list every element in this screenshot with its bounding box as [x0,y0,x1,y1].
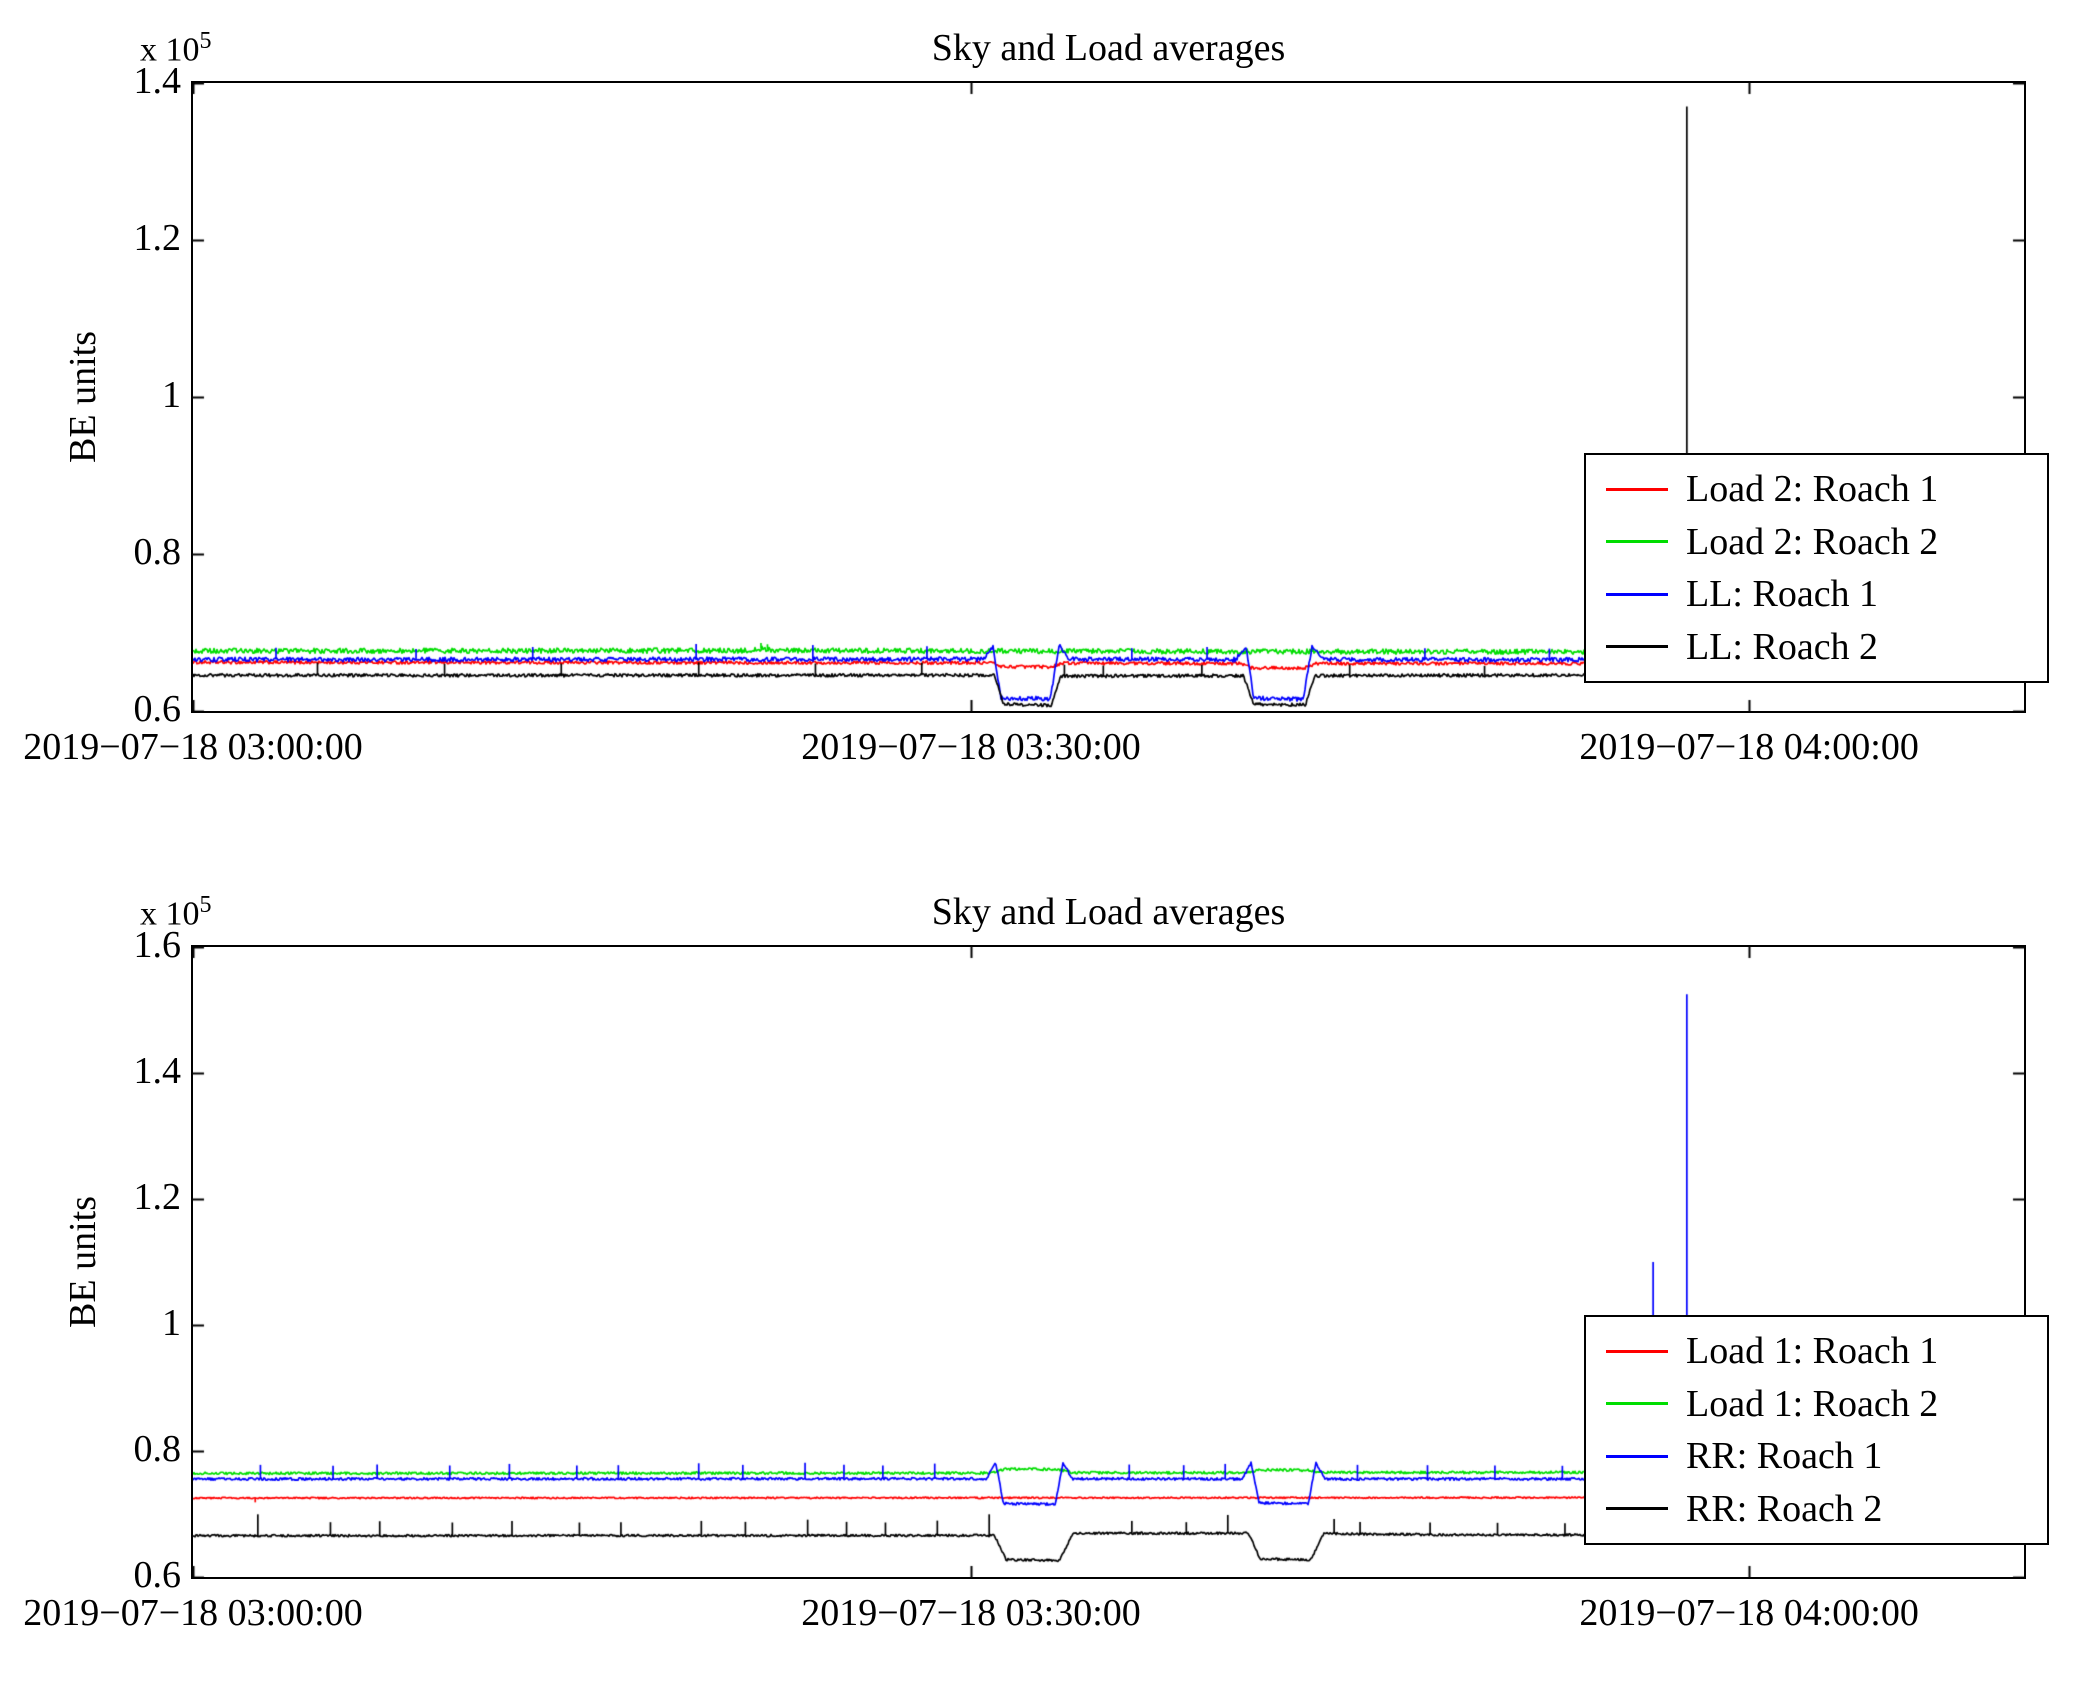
legend-entry: RR: Roach 1 [1606,1434,2041,1478]
legend-entry: Load 2: Roach 2 [1606,520,2041,564]
y-tick-label: 0.6 [133,688,182,730]
y-tick-label: 1.4 [133,1050,182,1092]
chart-title: Sky and Load averages [931,27,1286,69]
legend: Load 1: Roach 1 Load 1: Roach 2 RR: Roach … [1584,1315,2049,1545]
legend-line-swatch [1606,645,1668,649]
x-tick-label: 2019−07−18 04:00:00 [1579,726,1919,768]
legend-entry-label: LL: Roach 2 [1686,625,1879,668]
legend-entry: Load 1: Roach 2 [1606,1382,2041,1426]
legend-entry: RR: Roach 2 [1606,1487,2041,1531]
y-tick-label: 0.6 [133,1554,182,1596]
legend-entry-label: LL: Roach 1 [1686,573,1879,616]
x-tick-label: 2019−07−18 03:00:00 [23,1592,363,1634]
legend-line-swatch [1606,487,1668,491]
chart-title: Sky and Load averages [931,891,1286,933]
y-tick-label: 1 [162,1302,181,1344]
legend-entry: Load 2: Roach 1 [1606,467,2041,511]
legend-line-swatch [1606,1507,1668,1511]
legend: Load 2: Roach 1 Load 2: Roach 2 LL: Roach … [1584,453,2049,683]
legend-entry: Load 1: Roach 1 [1606,1329,2041,1373]
legend-line-swatch [1606,592,1668,596]
legend-entry-label: Load 1: Roach 2 [1686,1382,1939,1425]
y-tick-label: 0.8 [133,1428,182,1470]
legend-entry-label: RR: Roach 1 [1686,1435,1883,1478]
y-tick-label: 1 [162,374,181,416]
y-axis-exponent-base: x 10 [140,895,200,933]
y-tick-label: 1.2 [133,217,182,259]
x-tick-label: 2019−07−18 03:00:00 [23,726,363,768]
legend-entry: LL: Roach 1 [1606,572,2041,616]
plot-area [191,945,2026,1579]
legend-entry: LL: Roach 2 [1606,625,2041,669]
y-tick-label: 1.6 [133,924,182,966]
y-tick-label: 1.2 [133,1176,182,1218]
y-tick-label: 1.4 [133,60,182,102]
legend-entry-label: Load 2: Roach 2 [1686,520,1939,563]
y-axis-exponent-power: 5 [199,892,212,918]
y-tick-label: 0.8 [133,531,182,573]
legend-line-swatch [1606,540,1668,544]
legend-line-swatch [1606,1454,1668,1458]
y-axis-exponent: x 105 [140,892,212,933]
y-axis-exponent-base: x 10 [140,31,200,69]
legend-entry-label: Load 2: Roach 1 [1686,468,1939,511]
y-axis-exponent-power: 5 [199,28,212,54]
x-tick-label: 2019−07−18 04:00:00 [1579,1592,1919,1634]
x-tick-label: 2019−07−18 03:30:00 [801,726,1141,768]
legend-entry-label: Load 1: Roach 1 [1686,1330,1939,1373]
y-axis-exponent: x 105 [140,28,212,69]
legend-line-swatch [1606,1402,1668,1406]
legend-entry-label: RR: Roach 2 [1686,1487,1883,1530]
x-tick-label: 2019−07−18 03:30:00 [801,1592,1141,1634]
legend-line-swatch [1606,1349,1668,1353]
